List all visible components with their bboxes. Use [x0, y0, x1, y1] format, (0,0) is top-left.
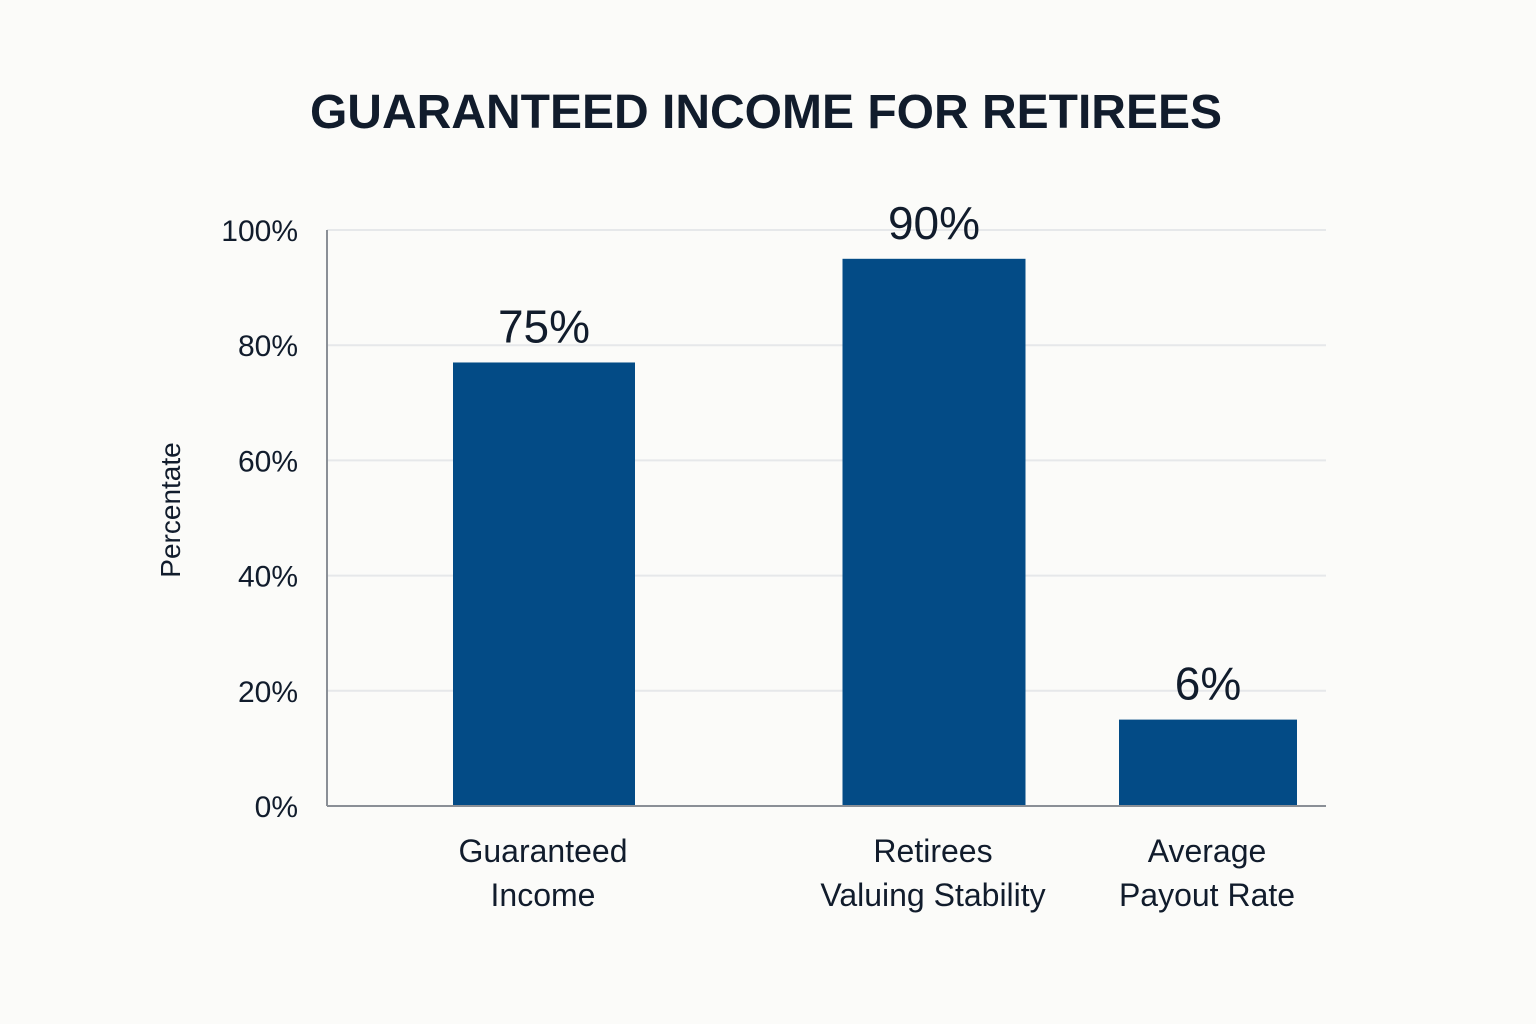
y-axis-ticks: 0% 20% 40% 60% 80% 100%	[221, 215, 298, 824]
y-tick-label: 40%	[238, 561, 298, 594]
bars	[453, 258, 1297, 806]
y-tick-label: 0%	[255, 791, 298, 824]
data-label: 75%	[498, 300, 590, 352]
bar	[842, 258, 1026, 806]
y-tick-label: 100%	[221, 215, 298, 248]
y-tick-label: 80%	[238, 330, 298, 363]
y-axis-label: Percentate	[155, 442, 186, 577]
y-tick-label: 60%	[238, 445, 298, 478]
bar	[453, 362, 635, 806]
x-category-label: Guaranteed Income	[458, 833, 627, 913]
data-label: 6%	[1175, 658, 1241, 710]
x-category-label: Retirees Valuing Stability	[820, 833, 1045, 913]
x-axis-categories: Guaranteed Income Retirees Valuing Stabilit…	[458, 833, 1295, 913]
chart-title: GUARANTEED INCOME FOR RETIREES	[310, 86, 1222, 139]
data-label: 90%	[888, 197, 980, 249]
data-labels: 75% 90% 6%	[498, 197, 1241, 710]
bar	[1119, 719, 1297, 806]
x-category-label: Average Payout Rate	[1119, 833, 1295, 913]
y-tick-label: 20%	[238, 676, 298, 709]
